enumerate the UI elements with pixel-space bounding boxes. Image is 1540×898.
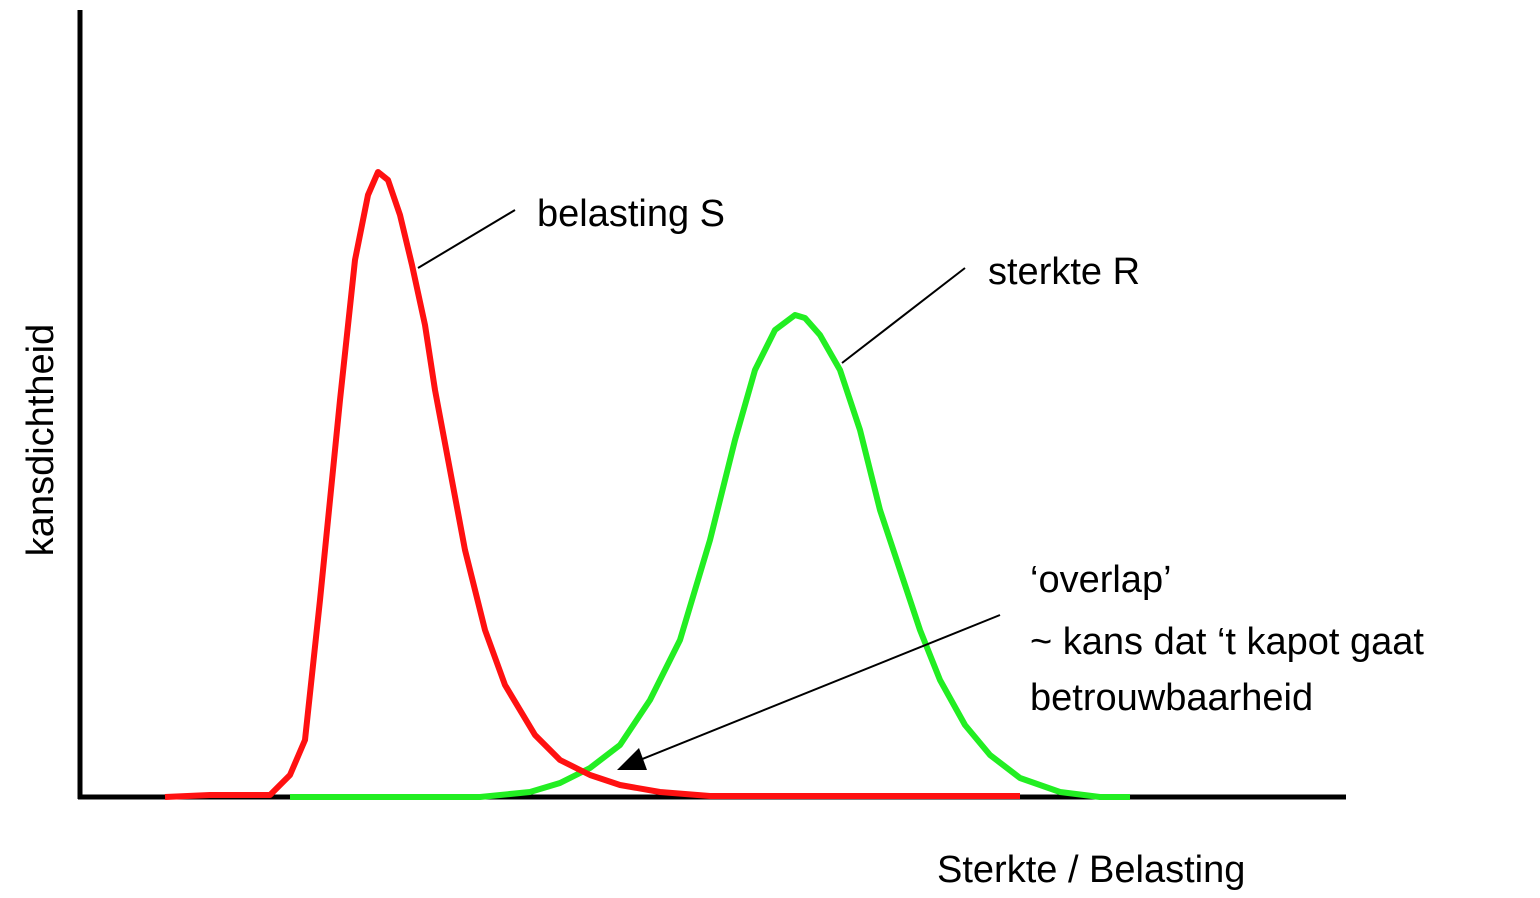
annotation-line: betrouwbaarheid <box>1030 677 1313 719</box>
arrow-head <box>617 748 647 770</box>
strength-curve <box>290 312 1130 800</box>
annotation-line: ‘overlap’ <box>1030 559 1172 601</box>
curve-label: sterkte R <box>988 251 1140 293</box>
annotation-line: ~ kans dat ‘t kapot gaat <box>1030 621 1424 663</box>
leader-line <box>841 267 966 364</box>
arrow-line <box>634 614 1001 763</box>
y-axis-label: kansdichtheid <box>20 324 62 556</box>
leader-line <box>417 209 516 269</box>
x-axis-label: Sterkte / Belasting <box>937 849 1245 891</box>
curve-label: belasting S <box>537 193 725 235</box>
load-curve <box>164 169 1020 800</box>
